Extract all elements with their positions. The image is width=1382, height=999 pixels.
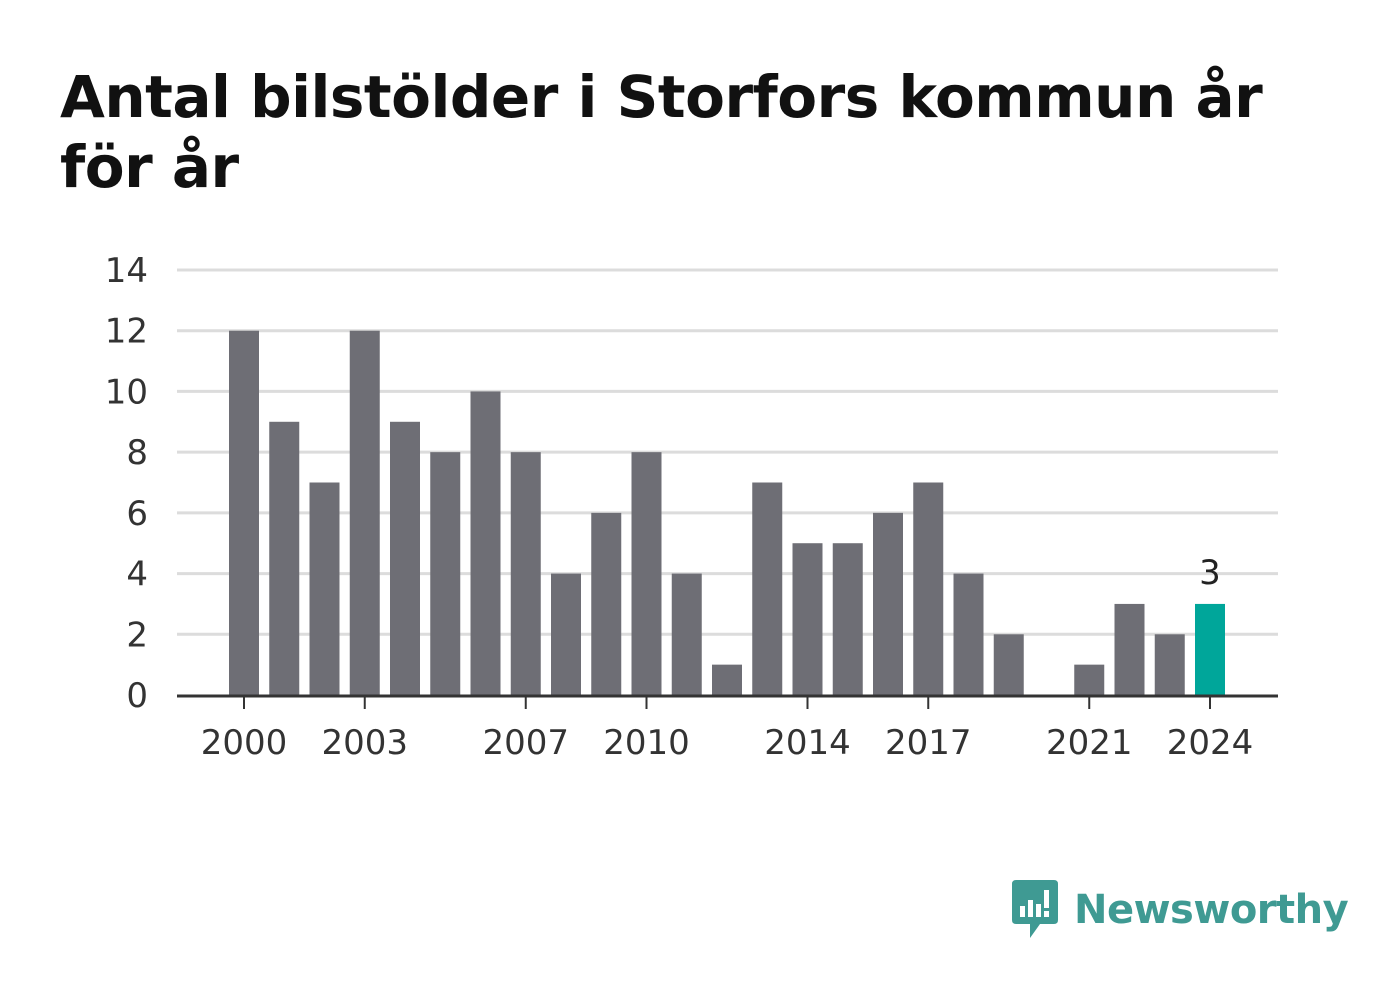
bars	[229, 330, 1225, 695]
bar-2015	[832, 543, 863, 695]
y-axis-ticks: 0 2 4 6 8 10 12 14	[105, 251, 148, 716]
bar-2024	[1195, 603, 1225, 695]
y-tick-label: 6	[126, 494, 148, 534]
newsworthy-logo-icon	[1012, 880, 1058, 938]
bar-2017	[913, 482, 944, 695]
y-tick-label: 0	[126, 676, 148, 716]
bar-2023	[1154, 634, 1185, 695]
x-tick-label: 2000	[201, 723, 288, 763]
bar-2010	[631, 452, 662, 695]
y-tick-label: 2	[126, 615, 148, 655]
bar-2011	[671, 573, 702, 695]
bar-2013	[752, 482, 783, 695]
bar-2012	[712, 664, 742, 695]
bar-2016	[873, 512, 903, 695]
bar-2005	[430, 452, 461, 695]
x-tick-label: 2003	[321, 723, 408, 763]
bar-2003	[349, 330, 380, 695]
gridlines	[177, 268, 1278, 636]
x-axis: 2000 2003 2007 2010 2014 2017 2021 2024	[177, 694, 1278, 763]
x-tick-label: 2017	[885, 723, 972, 763]
bar-2019	[993, 634, 1024, 695]
x-tick-label: 2024	[1167, 723, 1254, 763]
y-tick-label: 8	[126, 433, 148, 473]
y-tick-label: 14	[105, 251, 148, 291]
y-tick-label: 12	[105, 312, 148, 352]
bar-2004	[390, 421, 420, 695]
bar-2002	[309, 482, 340, 695]
brand-name: Newsworthy	[1074, 887, 1349, 933]
x-tick-label: 2007	[482, 723, 569, 763]
bar-2007	[510, 452, 541, 695]
x-tick-label: 2021	[1046, 723, 1133, 763]
bar-value-label: 3	[1199, 553, 1221, 593]
x-tick-label: 2010	[603, 723, 690, 763]
y-tick-label: 10	[105, 372, 148, 412]
data-labels: 3	[1199, 553, 1221, 593]
chart-title: Antal bilstölder i Storfors kommun år fö…	[60, 63, 1263, 201]
bar-2001	[269, 421, 300, 695]
bar-2022	[1114, 603, 1145, 695]
brand: Newsworthy	[1010, 878, 1349, 942]
bar-2000	[229, 330, 259, 695]
bar-chart: 0 2 4 6 8 10 12 14 2000 2003 2007 2010 2014 2017 2021…	[105, 251, 1278, 763]
bar-2021	[1074, 664, 1105, 695]
bar-2018	[953, 573, 984, 695]
bar-2009	[591, 512, 622, 695]
bar-2006	[470, 391, 501, 695]
x-tick-label: 2014	[764, 723, 851, 763]
bar-2014	[792, 543, 823, 695]
y-tick-label: 4	[126, 555, 148, 595]
bar-2008	[551, 573, 581, 695]
